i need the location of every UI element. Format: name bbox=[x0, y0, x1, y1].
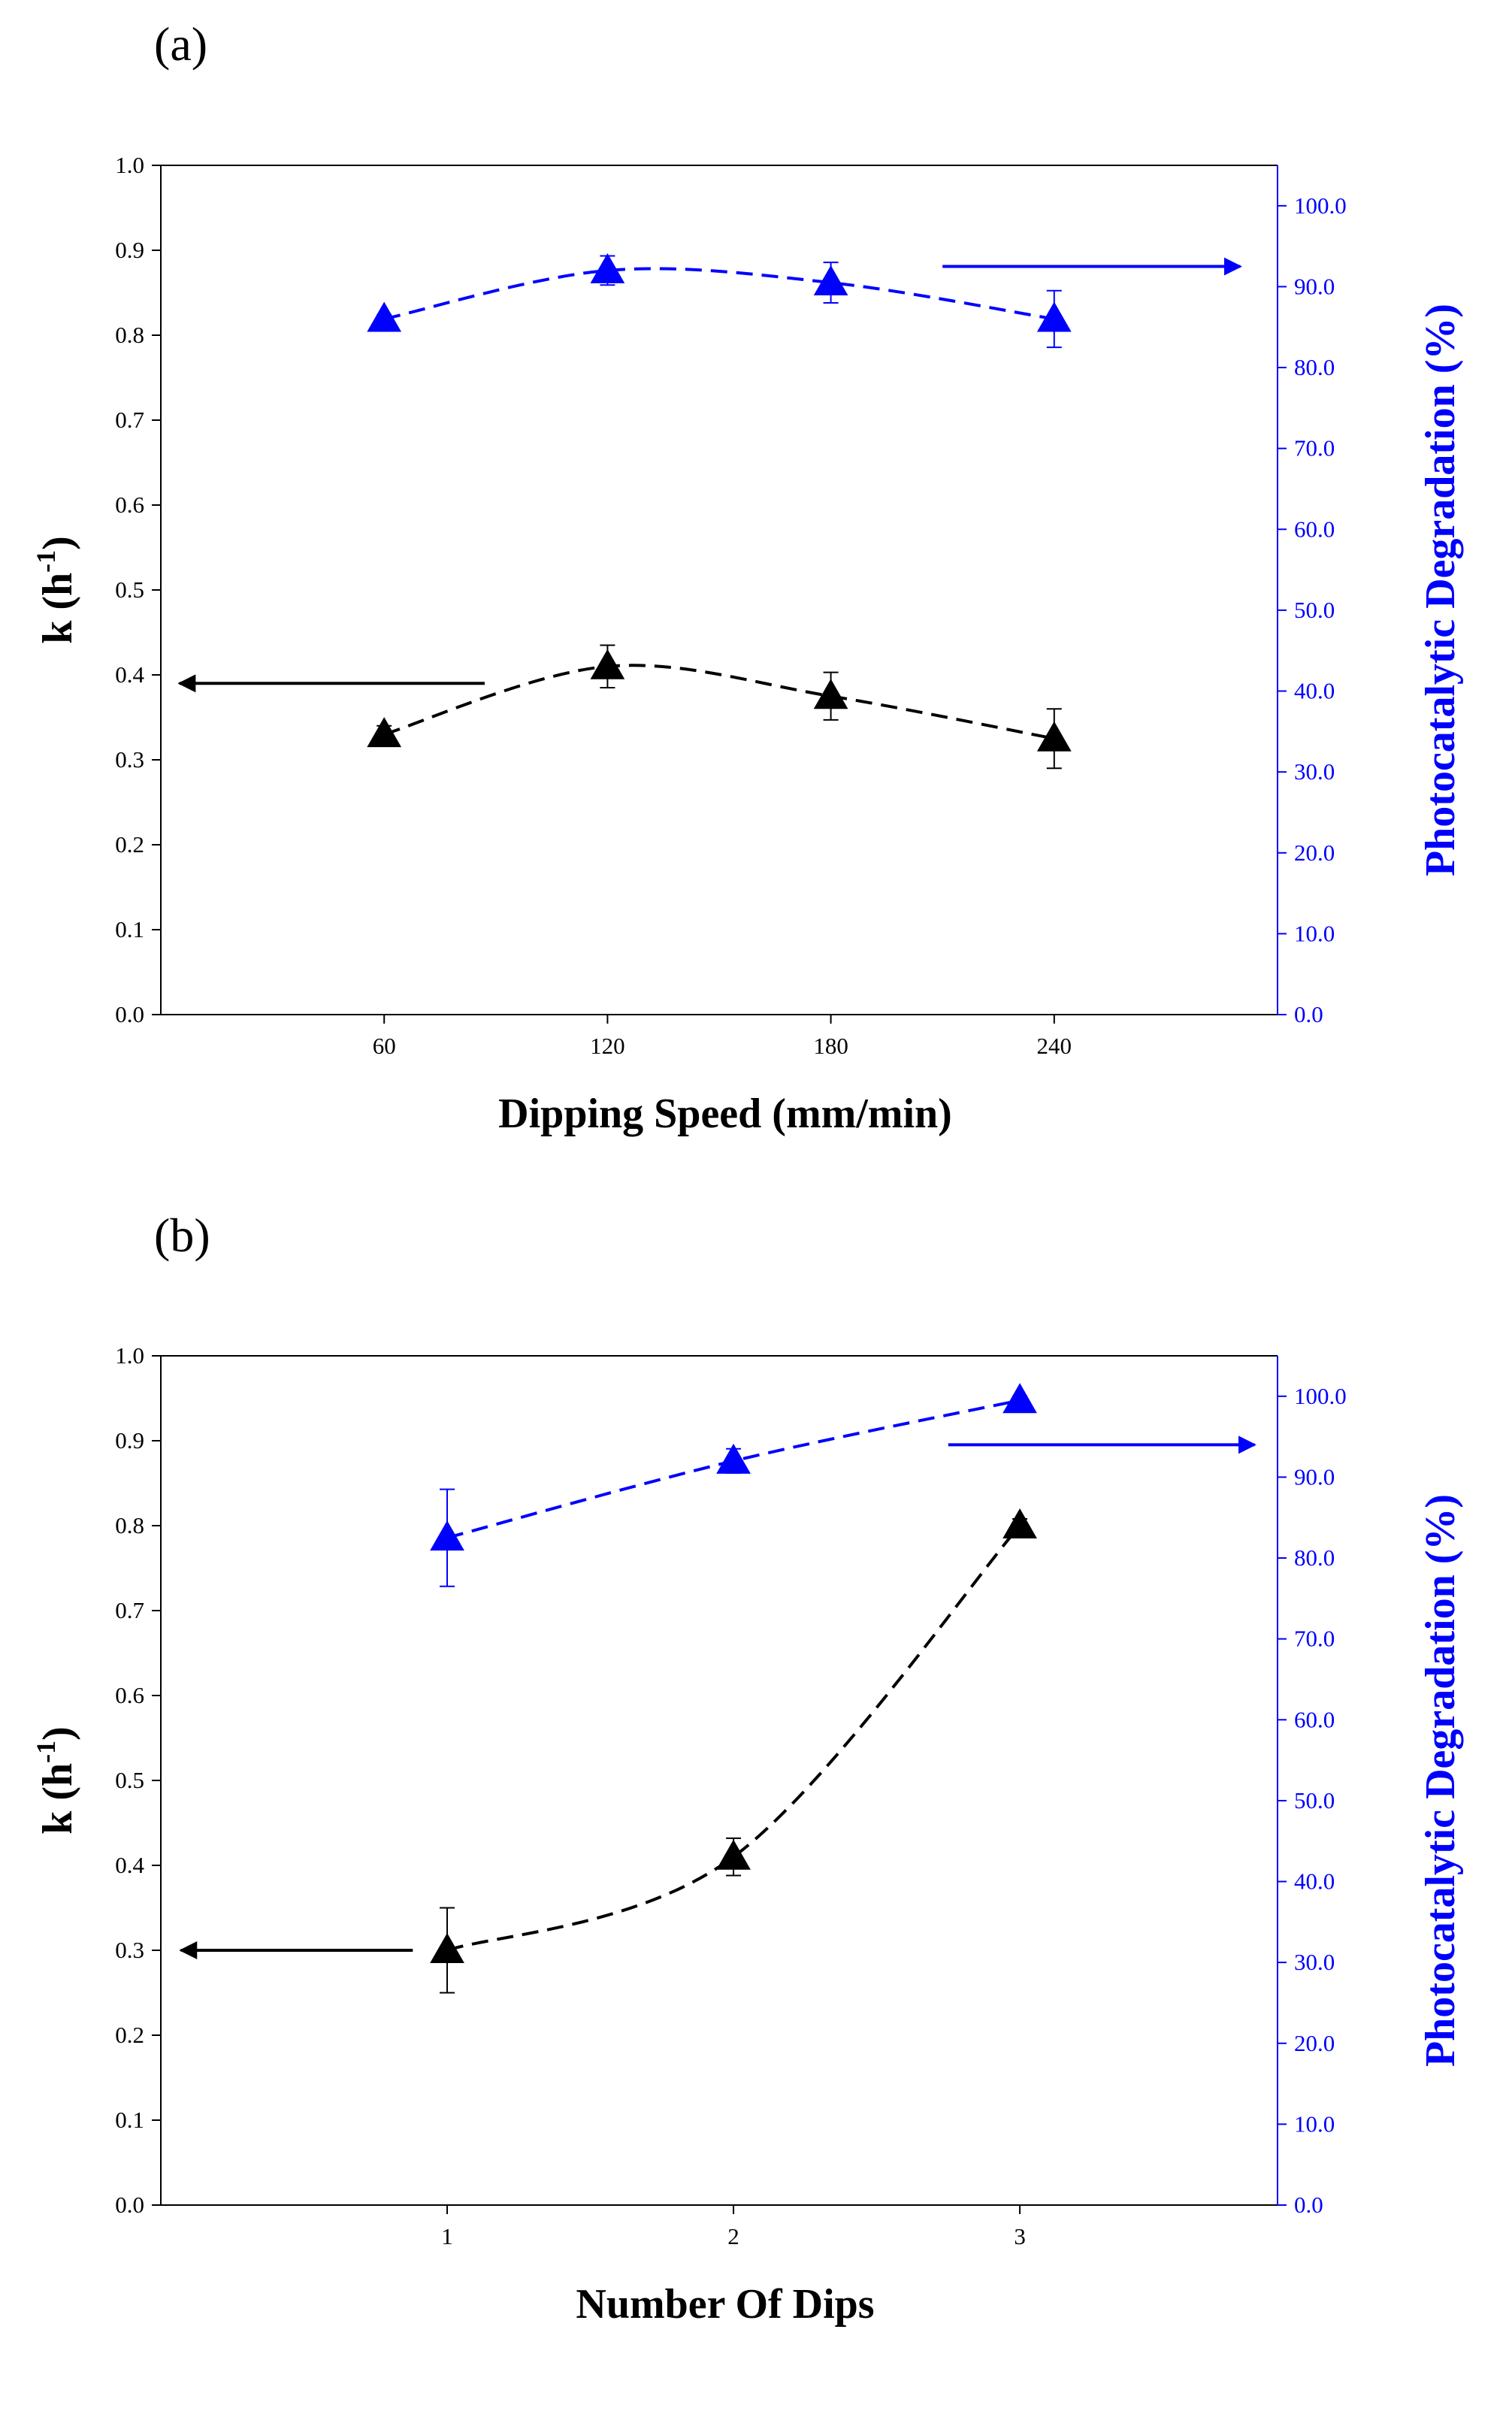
x-tick-label: 1 bbox=[441, 2223, 453, 2249]
left-y-axis-title-close: ) bbox=[35, 536, 81, 550]
left-y-tick-label: 0.3 bbox=[115, 1937, 144, 1963]
k-data-point bbox=[590, 649, 625, 679]
right-y-tick-label: 70.0 bbox=[1294, 435, 1335, 461]
left-y-tick-label: 0.7 bbox=[115, 1597, 144, 1623]
degradation-data-point bbox=[716, 1443, 751, 1474]
x-axis-title: Dipping Speed (mm/min) bbox=[498, 1091, 952, 1137]
degradation-data-point bbox=[813, 265, 848, 296]
right-y-tick-label: 20.0 bbox=[1294, 839, 1335, 866]
left-y-axis-title-main: k (h bbox=[35, 1763, 81, 1835]
right-y-tick-label: 50.0 bbox=[1294, 1787, 1335, 1814]
left-y-tick-label: 0.2 bbox=[115, 831, 144, 858]
k-series-line bbox=[383, 664, 1055, 740]
right-y-tick-label: 40.0 bbox=[1294, 678, 1335, 704]
left-y-tick-label: 0.5 bbox=[115, 1767, 144, 1793]
x-tick-label: 120 bbox=[590, 1033, 625, 1059]
k-data-point bbox=[367, 717, 402, 748]
degradation-data-point bbox=[1036, 301, 1072, 332]
degradation-data-point bbox=[590, 253, 625, 283]
left-y-tick-label: 0.2 bbox=[115, 2022, 144, 2048]
right-y-axis-title: Photocatalytic Degradation (%) bbox=[1417, 304, 1464, 876]
right-y-tick-label: 0.0 bbox=[1294, 1001, 1323, 1027]
x-axis-title: Number Of Dips bbox=[576, 2281, 874, 2328]
k-data-point bbox=[716, 1839, 751, 1870]
k-data-point bbox=[813, 679, 848, 709]
left-y-tick-label: 1.0 bbox=[115, 152, 144, 178]
left-y-axis-title-sup: -1 bbox=[31, 550, 61, 573]
left-y-tick-label: 0.0 bbox=[115, 2192, 144, 2218]
right-y-tick-label: 50.0 bbox=[1294, 597, 1335, 623]
k-data-point bbox=[1036, 721, 1072, 752]
left-y-tick-label: 0.8 bbox=[115, 322, 144, 348]
left-y-tick-label: 0.7 bbox=[115, 407, 144, 433]
right-y-tick-label: 10.0 bbox=[1294, 920, 1335, 946]
left-y-tick-label: 0.0 bbox=[115, 1001, 144, 1027]
x-tick-label: 3 bbox=[1014, 2223, 1026, 2249]
left-y-axis-title-sup: -1 bbox=[31, 1741, 61, 1763]
left-y-tick-label: 1.0 bbox=[115, 1342, 144, 1369]
left-y-tick-label: 0.1 bbox=[115, 916, 144, 942]
x-tick-label: 180 bbox=[813, 1033, 848, 1059]
left-y-tick-label: 0.4 bbox=[115, 1852, 144, 1878]
right-y-tick-label: 70.0 bbox=[1294, 1626, 1335, 1652]
left-y-axis-title: k (h-1) bbox=[31, 536, 81, 644]
panel-label: (b) bbox=[154, 1209, 210, 1262]
right-y-tick-label: 80.0 bbox=[1294, 1544, 1335, 1571]
right-y-tick-label: 100.0 bbox=[1294, 1383, 1347, 1409]
right-y-tick-label: 60.0 bbox=[1294, 516, 1335, 542]
left-y-tick-label: 0.9 bbox=[115, 1427, 144, 1454]
right-y-axis-title: Photocatalytic Degradation (%) bbox=[1417, 1494, 1464, 2067]
right-y-tick-label: 0.0 bbox=[1294, 2192, 1323, 2218]
k-data-point bbox=[1002, 1508, 1037, 1538]
left-y-tick-label: 0.6 bbox=[115, 1682, 144, 1708]
left-y-tick-label: 0.4 bbox=[115, 661, 144, 688]
degradation-data-point bbox=[430, 1520, 464, 1551]
right-y-tick-label: 30.0 bbox=[1294, 758, 1335, 785]
left-y-tick-label: 0.3 bbox=[115, 746, 144, 773]
degradation-data-point bbox=[367, 301, 402, 332]
right-y-tick-label: 80.0 bbox=[1294, 354, 1335, 380]
right-y-tick-label: 90.0 bbox=[1294, 1463, 1335, 1490]
k-series-line bbox=[446, 1524, 1021, 1952]
right-y-tick-label: 60.0 bbox=[1294, 1706, 1335, 1732]
x-tick-label: 2 bbox=[727, 2223, 739, 2249]
left-y-tick-label: 0.5 bbox=[115, 576, 144, 603]
right-y-tick-label: 30.0 bbox=[1294, 1949, 1335, 1975]
right-y-tick-label: 10.0 bbox=[1294, 2110, 1335, 2137]
right-y-tick-label: 20.0 bbox=[1294, 2030, 1335, 2056]
right-y-tick-label: 100.0 bbox=[1294, 192, 1347, 219]
x-tick-label: 240 bbox=[1037, 1033, 1072, 1059]
degradation-series-line bbox=[383, 267, 1055, 321]
panel-a-chart: (a) 0.0 0.1 0.2 0.3 0.4 0.5 0.6 0.7 0.8 0.9 1.0 0.0 1… bbox=[31, 17, 1464, 1137]
left-y-axis-title-close: ) bbox=[35, 1726, 81, 1741]
panel-label: (a) bbox=[154, 17, 207, 71]
left-y-tick-label: 0.6 bbox=[115, 492, 144, 518]
left-y-axis-title-main: k (h bbox=[35, 573, 81, 644]
right-y-tick-label: 90.0 bbox=[1294, 273, 1335, 299]
x-tick-label: 60 bbox=[373, 1033, 396, 1059]
degradation-data-point bbox=[1002, 1383, 1037, 1414]
right-y-tick-label: 40.0 bbox=[1294, 1868, 1335, 1895]
left-y-axis-title: k (h-1) bbox=[31, 1726, 81, 1835]
left-y-tick-label: 0.9 bbox=[115, 237, 144, 263]
k-data-point bbox=[430, 1932, 464, 1963]
panel-b-chart: (b) 0.0 0.1 0.2 0.3 0.4 0.5 0.6 0.7 0.8 0.9 1.0 0.0 1… bbox=[31, 1209, 1464, 2328]
left-y-tick-label: 0.1 bbox=[115, 2107, 144, 2133]
left-y-tick-label: 0.8 bbox=[115, 1512, 144, 1538]
